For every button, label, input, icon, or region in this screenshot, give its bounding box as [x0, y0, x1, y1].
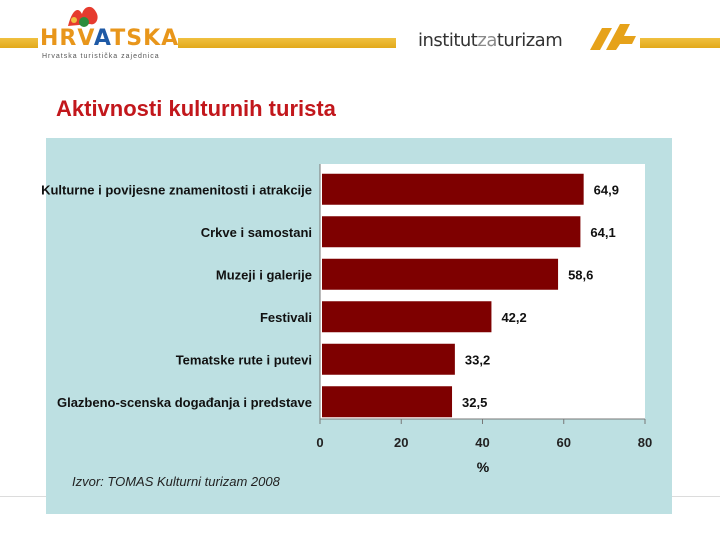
x-tick-label: 0	[316, 435, 323, 450]
bar	[322, 173, 584, 205]
category-label: Crkve i samostani	[201, 225, 312, 240]
bar	[322, 216, 581, 248]
x-tick-label: 60	[557, 435, 571, 450]
slide-title: Aktivnosti kulturnih turista	[56, 96, 336, 121]
category-label: Muzeji i galerije	[216, 267, 312, 282]
value-label: 42,2	[501, 310, 526, 325]
bar	[322, 386, 453, 418]
source-note: Izvor: TOMAS Kulturni turizam 2008	[72, 474, 280, 489]
value-label: 64,1	[590, 225, 615, 240]
header-band-middle	[178, 38, 396, 48]
bar	[322, 258, 559, 290]
header-band-right	[640, 38, 720, 48]
x-axis-title: %	[477, 459, 490, 475]
logo-wordmark: HRVATSKA	[40, 26, 180, 51]
logo-tagline: Hrvatska turistička zajednica	[42, 53, 160, 60]
logo-splash-icon	[68, 6, 98, 27]
bar	[322, 343, 455, 375]
x-tick-label: 20	[394, 435, 408, 450]
category-label: Glazbeno-scenska događanja i predstave	[57, 395, 312, 410]
value-label: 58,6	[568, 267, 593, 282]
plot-area	[320, 164, 645, 419]
x-tick-label: 80	[638, 435, 652, 450]
institut-za-turizam-logo[interactable]: institutzaturizam	[418, 22, 640, 56]
category-label: Tematske rute i putevi	[176, 352, 312, 367]
value-label: 33,2	[465, 352, 490, 367]
value-label: 32,5	[462, 395, 487, 410]
hrvatska-logo[interactable]: HRVATSKA Hrvatska turistička zajednica	[40, 2, 180, 62]
header-band-left	[0, 38, 38, 48]
bar	[322, 301, 492, 333]
category-label: Festivali	[260, 310, 312, 325]
category-label: Kulturne i povijesne znamenitosti i atra…	[41, 182, 312, 197]
value-label: 64,9	[594, 182, 619, 197]
x-tick-label: 40	[475, 435, 489, 450]
institut-wordmark: institutzaturizam	[418, 30, 563, 51]
institut-mark-icon	[590, 24, 636, 50]
